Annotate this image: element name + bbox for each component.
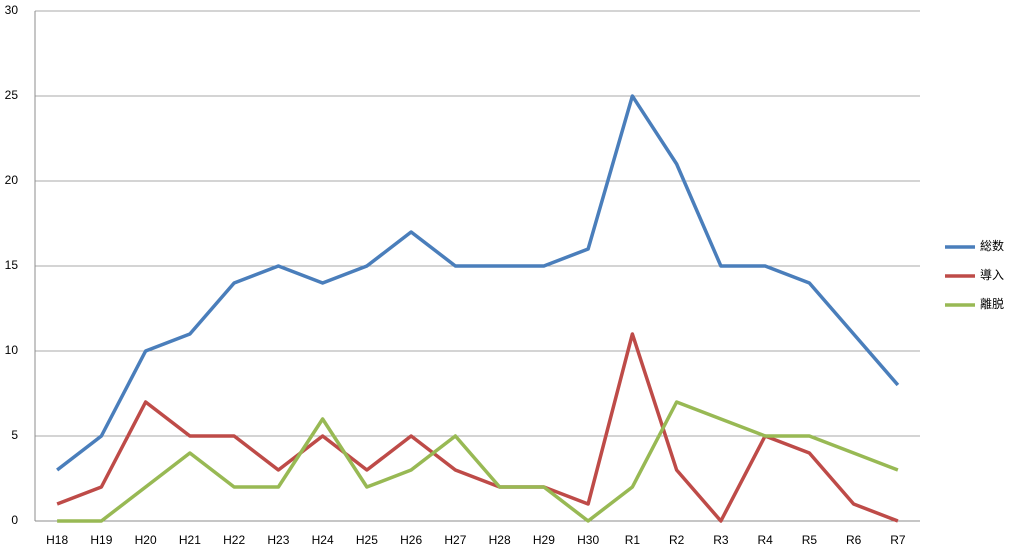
x-tick-label: H25	[356, 533, 378, 547]
y-tick-label: 20	[5, 173, 19, 187]
series-line	[57, 400, 899, 523]
x-tick-label: H20	[135, 533, 157, 547]
x-tick-label: R4	[757, 533, 773, 547]
x-tick-label: R3	[713, 533, 729, 547]
x-tick-label: H29	[533, 533, 555, 547]
x-tick-label: H30	[577, 533, 599, 547]
y-tick-label: 25	[5, 88, 19, 102]
y-tick-label: 30	[5, 3, 19, 17]
x-tick-label: H23	[267, 533, 289, 547]
y-tick-label: 5	[11, 428, 18, 442]
y-tick-label: 0	[11, 513, 18, 527]
x-tick-label: H26	[400, 533, 422, 547]
legend-label: 導入	[980, 268, 1004, 282]
x-tick-label: H27	[444, 533, 466, 547]
series-line	[56, 332, 899, 523]
series-line	[56, 94, 900, 472]
x-tick-label: H24	[312, 533, 334, 547]
x-tick-label: R5	[802, 533, 818, 547]
y-tick-label: 10	[5, 343, 19, 357]
x-tick-label: H22	[223, 533, 245, 547]
legend-label: 離脱	[980, 296, 1004, 311]
x-tick-label: R1	[625, 533, 641, 547]
x-tick-label: H18	[46, 533, 68, 547]
x-tick-label: H19	[90, 533, 112, 547]
x-tick-label: R6	[846, 533, 862, 547]
x-tick-label: H21	[179, 533, 201, 547]
y-tick-label: 15	[5, 258, 19, 272]
legend-label: 総数	[980, 238, 1004, 253]
x-tick-label: R7	[890, 533, 906, 547]
x-tick-label: R2	[669, 533, 685, 547]
x-tick-label: H28	[489, 533, 511, 547]
